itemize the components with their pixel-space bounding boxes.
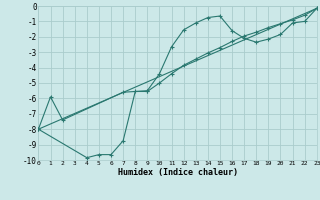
X-axis label: Humidex (Indice chaleur): Humidex (Indice chaleur) [118,168,238,177]
